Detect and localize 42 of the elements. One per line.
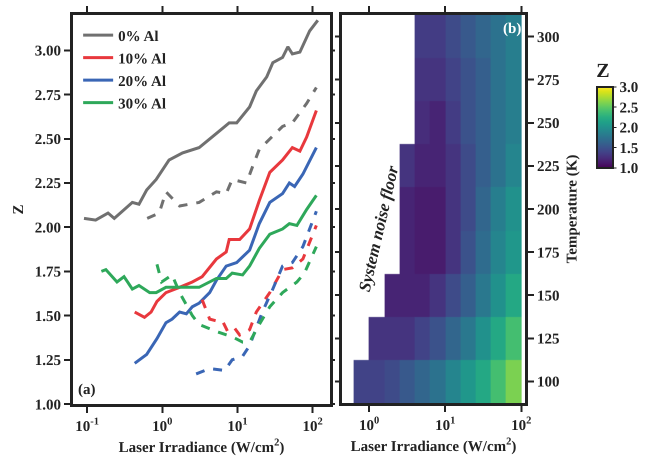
legend-label: 10% Al <box>118 51 166 68</box>
x-tick-label: 10$^{-1}$ <box>75 416 99 435</box>
x-axis-title: Laser Irradiance (W/cm$^{2}$) <box>118 438 284 456</box>
x-tick-label: 10$^{2}$ <box>511 416 532 434</box>
y-tick-label: 150 <box>537 288 560 304</box>
y-axis-title: Z <box>11 204 27 215</box>
x-tick-label: 10$^{1}$ <box>435 416 456 434</box>
y-tick-label: 2.50 <box>34 132 61 148</box>
x-tick-label: 10$^{0}$ <box>152 416 172 435</box>
y-tick-label: 1.50 <box>34 308 61 325</box>
annotation: (b) <box>503 21 522 37</box>
y-tick-label: 300 <box>537 30 560 46</box>
color-bar-label: 2.0 <box>620 120 638 137</box>
annotation: (a) <box>78 382 96 398</box>
y-tick-label: 2.25 <box>34 176 61 192</box>
legend-label: 30% Al <box>118 96 166 112</box>
y-tick-label: 1.00 <box>34 397 61 414</box>
y-tick-label: 125 <box>537 332 560 348</box>
color-bar-title: Z <box>596 60 610 82</box>
y-tick-label: 3.00 <box>34 44 61 60</box>
color-bar-label: 1.5 <box>620 140 638 157</box>
y-tick-label: 1.75 <box>34 264 61 281</box>
x-axis-title: Laser Irradiance (W/cm$^{2}$) <box>350 436 516 455</box>
color-bar-label: 2.5 <box>620 100 638 116</box>
y-tick-label: 225 <box>537 159 560 176</box>
y-tick-label: 1.25 <box>34 353 61 370</box>
y-tick-label: 2.00 <box>34 220 61 236</box>
y-axis-title: Temperature (K) <box>564 154 580 264</box>
y-tick-label: 100 <box>537 374 560 391</box>
legend-label: 20% Al <box>118 74 166 90</box>
legend-label: 0% Al <box>118 28 159 45</box>
x-tick-label: 10$^{2}$ <box>302 416 323 435</box>
y-tick-label: 275 <box>537 72 560 89</box>
color-bar-label: 1.0 <box>620 161 638 178</box>
y-tick-label: 2.75 <box>34 88 61 104</box>
x-tick-label: 10$^{1}$ <box>227 416 248 435</box>
x-tick-label: 10$^{0}$ <box>358 416 380 434</box>
y-tick-label: 175 <box>537 245 560 262</box>
annotation: System noise floor <box>354 164 402 294</box>
y-tick-label: 250 <box>537 116 560 132</box>
y-tick-label: 200 <box>537 202 560 218</box>
color-bar-label: 3.0 <box>620 80 638 96</box>
